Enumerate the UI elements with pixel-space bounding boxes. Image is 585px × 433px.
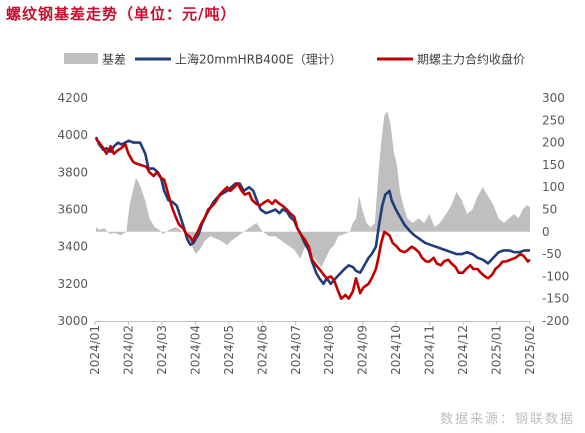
x-tick-label: 2024/08 [322, 325, 336, 375]
x-tick-label: 2024/03 [155, 325, 169, 375]
y-right-tick-label: 250 [542, 113, 565, 127]
data-source-note: 数据来源：钢联数据 [439, 412, 575, 427]
x-tick-label: 2024/07 [289, 325, 303, 375]
x-tick-label: 2024/06 [255, 325, 269, 375]
y-right-tick-label: -100 [542, 269, 569, 283]
y-left-tick-label: 4200 [57, 91, 88, 105]
x-tick-label: 2025/01 [490, 325, 504, 375]
y-right-tick-label: -50 [542, 247, 562, 261]
series-basis-area [96, 111, 530, 268]
y-right-tick-label: 0 [542, 225, 550, 239]
y-right-tick-label: -150 [542, 292, 569, 306]
y-left-tick-label: 4000 [57, 128, 88, 142]
x-tick-label: 2024/10 [389, 325, 403, 375]
y-right-tick-label: 50 [542, 203, 557, 217]
y-right-tick-label: -200 [542, 314, 569, 328]
x-tick-label: 2024/05 [222, 325, 236, 375]
legend-label: 上海20mmHRB400E（理计） [175, 52, 342, 67]
y-left-tick-label: 3600 [57, 203, 88, 217]
x-tick-label: 2024/12 [456, 325, 470, 375]
plot-area [94, 111, 531, 300]
y-right-tick-label: 150 [542, 158, 565, 172]
y-right-tick-label: 300 [542, 91, 565, 105]
legend-label: 基差 [102, 53, 126, 67]
x-tick-label: 2024/01 [88, 325, 102, 375]
series-futures-close-line [95, 138, 531, 300]
x-tick-label: 2024/11 [423, 325, 437, 375]
y-right-tick-label: 200 [542, 136, 565, 150]
x-tick-label: 2024/09 [356, 325, 370, 375]
legend-swatch-basis [64, 53, 98, 64]
y-left-tick-label: 3800 [57, 165, 88, 179]
y-left-tick-label: 3200 [57, 277, 88, 291]
x-tick-label: 2024/04 [188, 325, 202, 375]
chart-axes: 4200 4000 3800 3600 3400 3200 3000 300 250 200 150… [57, 91, 569, 375]
y-left-tick-label: 3000 [57, 314, 88, 328]
x-tick-label: 2025/02 [523, 325, 537, 375]
y-right-tick-label: 100 [542, 180, 565, 194]
x-tick-label: 2024/02 [121, 325, 135, 375]
chart-legend: 基差 上海20mmHRB400E（理计） 期螺主力合约收盘价 [64, 52, 525, 67]
y-left-tick-label: 3400 [57, 240, 88, 254]
legend-label: 期螺主力合约收盘价 [417, 52, 525, 67]
chart-title: 螺纹钢基差走势（单位：元/吨） [6, 5, 237, 23]
